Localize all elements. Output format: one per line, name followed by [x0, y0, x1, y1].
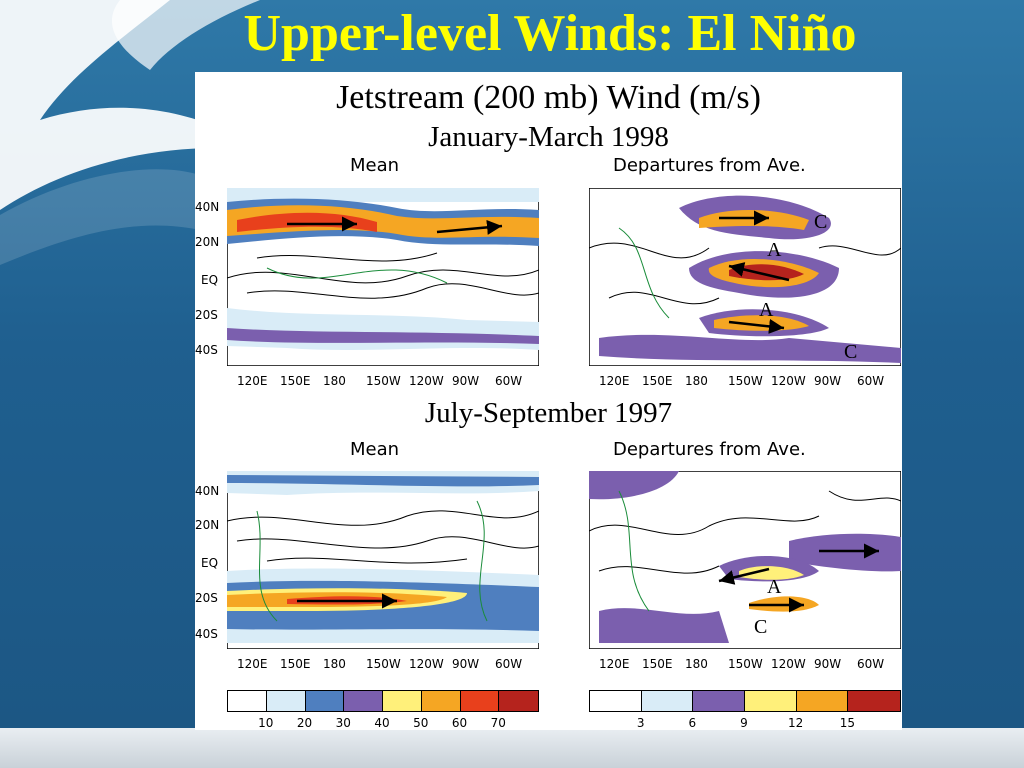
lat-label: 40N — [195, 484, 220, 498]
colorbar-tick-label: 30 — [335, 716, 351, 730]
colorbar-tick-label: 40 — [374, 716, 390, 730]
panel-label-departures-bottom: Departures from Ave. — [613, 439, 806, 460]
map-jul-sep-mean — [227, 471, 539, 649]
cyclone-marker: C — [814, 211, 827, 233]
lon-label: 120W — [771, 374, 806, 388]
anticyclone-marker: A — [759, 299, 774, 321]
colorbar-tick-label: 12 — [788, 716, 804, 730]
lon-label: 180 — [323, 657, 346, 671]
lat-label: 20N — [195, 518, 220, 532]
lon-label: 120W — [409, 374, 444, 388]
cyclone-marker: C — [754, 616, 767, 638]
slide-title: Upper-level Winds: El Niño — [243, 5, 857, 62]
lat-label: 40S — [195, 343, 218, 357]
lon-label: 150E — [280, 657, 311, 671]
lon-label: 120E — [237, 657, 268, 671]
lon-label: 90W — [814, 657, 842, 671]
colorbar-cell — [460, 691, 500, 711]
lon-label: 120E — [237, 374, 268, 388]
colorbar-tick-label: 60 — [451, 716, 468, 730]
lon-label: 150E — [642, 657, 673, 671]
lon-label: 150E — [642, 374, 673, 388]
panel-label-mean-top: Mean — [350, 155, 400, 176]
colorbar-departures — [589, 690, 901, 712]
lat-label: 20S — [195, 308, 218, 322]
figure-title: Jetstream (200 mb) Wind (m/s) — [336, 79, 761, 116]
lat-label: 40S — [195, 627, 218, 641]
lon-label: 120E — [599, 374, 630, 388]
colorbar-tick-label: 15 — [839, 716, 855, 730]
colorbar-tick-label: 9 — [740, 716, 748, 730]
lon-label: 60W — [495, 657, 523, 671]
panel-label-departures-top: Departures from Ave. — [613, 155, 806, 176]
lon-label: 120E — [599, 657, 630, 671]
map-jan-mar-mean — [227, 188, 539, 366]
colorbar-tick-label: 6 — [688, 716, 697, 730]
colorbar-cell — [344, 691, 383, 711]
colorbar-cell — [848, 691, 900, 711]
anticyclone-marker: A — [767, 239, 782, 261]
colorbar-cell — [744, 691, 797, 711]
colorbar-tick-label: 20 — [296, 716, 313, 730]
colorbar-tick-label: 10 — [258, 716, 274, 730]
lon-label: 180 — [685, 657, 708, 671]
lon-label: 90W — [814, 374, 842, 388]
lon-label: 120W — [409, 657, 444, 671]
colorbar-tick-label: 50 — [413, 716, 429, 730]
colorbar-tick-label: 3 — [636, 716, 645, 730]
footer-bar — [0, 728, 1024, 768]
lon-label: 150W — [728, 374, 763, 388]
lon-label: 60W — [495, 374, 523, 388]
colorbar-cell — [641, 691, 694, 711]
jetstream-figure: Jetstream (200 mb) Wind (m/s) January-Ma… — [195, 72, 902, 730]
lat-label: 40N — [195, 200, 220, 214]
lat-label: 20N — [195, 235, 220, 249]
lon-label: 150W — [728, 657, 763, 671]
section-title-jul-sep: July-September 1997 — [424, 397, 673, 429]
colorbar-cell — [266, 691, 306, 711]
colorbar-cell — [305, 691, 345, 711]
lon-label: 150W — [366, 374, 401, 388]
cyclone-marker: C — [844, 341, 857, 363]
anticyclone-marker: A — [767, 576, 782, 598]
lon-label: 90W — [452, 374, 480, 388]
map-jul-sep-departures: A C — [589, 471, 901, 649]
lat-label: EQ — [201, 273, 219, 287]
lat-label: 20S — [195, 591, 218, 605]
colorbar-cell — [693, 691, 745, 711]
colorbar-cell — [796, 691, 849, 711]
colorbar-cell — [228, 691, 267, 711]
lon-label: 150E — [280, 374, 311, 388]
lon-label: 150W — [366, 657, 401, 671]
colorbar-tick-label: 70 — [490, 716, 506, 730]
colorbar-mean — [227, 690, 539, 712]
lon-label: 180 — [685, 374, 708, 388]
lon-label: 60W — [857, 374, 885, 388]
colorbar-cell — [499, 691, 538, 711]
lon-label: 90W — [452, 657, 480, 671]
colorbar-cell — [421, 691, 461, 711]
colorbar-cell — [383, 691, 422, 711]
colorbar-cell — [590, 691, 642, 711]
lon-label: 180 — [323, 374, 346, 388]
section-title-jan-mar: January-March 1998 — [428, 121, 669, 153]
lat-label: EQ — [201, 556, 219, 570]
lon-label: 120W — [771, 657, 806, 671]
map-jan-mar-departures: A A C C — [589, 188, 901, 366]
panel-label-mean-bottom: Mean — [350, 439, 400, 460]
lon-label: 60W — [857, 657, 885, 671]
